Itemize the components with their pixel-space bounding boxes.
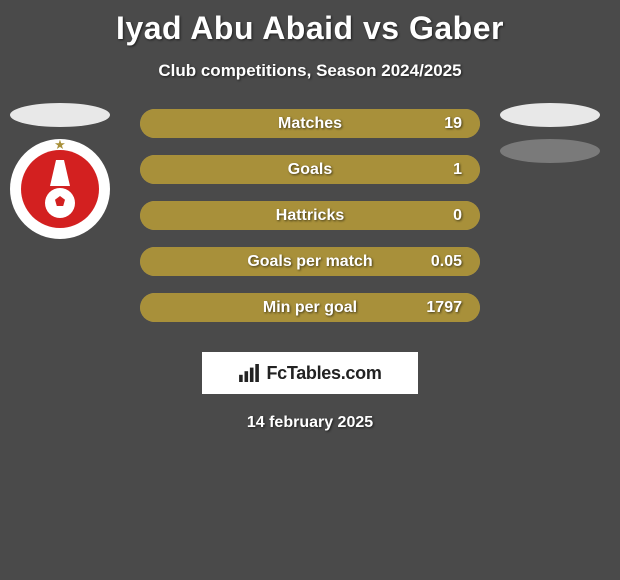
date-text: 14 february 2025 <box>247 414 373 432</box>
left-player-col: ★ <box>10 103 110 239</box>
brand-box: FcTables.com <box>202 352 418 394</box>
stat-bars: Matches 19 Goals 1 Hattricks 0 Goals per… <box>140 109 480 322</box>
right-player-col <box>490 103 610 163</box>
bar-label: Goals <box>288 161 332 179</box>
stat-bar-min-per-goal: Min per goal 1797 <box>140 293 480 322</box>
stat-bar-goals: Goals 1 <box>140 155 480 184</box>
stat-bar-hattricks: Hattricks 0 <box>140 201 480 230</box>
player-b-placeholder-icon <box>500 103 600 127</box>
bar-label: Goals per match <box>247 253 372 271</box>
comparison-content: ★ Matches 19 Goals 1 Hattricks 0 G <box>0 109 620 349</box>
bar-value: 1 <box>453 161 462 179</box>
subtitle: Club competitions, Season 2024/2025 <box>0 61 620 81</box>
bar-label: Hattricks <box>276 207 344 225</box>
stat-bar-goals-per-match: Goals per match 0.05 <box>140 247 480 276</box>
club-b-placeholder-icon <box>500 139 600 163</box>
club-badge: ★ <box>10 139 110 239</box>
bar-label: Matches <box>278 115 342 133</box>
soccer-ball-icon <box>45 188 75 218</box>
club-badge-inner <box>21 150 99 228</box>
stat-bar-matches: Matches 19 <box>140 109 480 138</box>
bar-value: 0.05 <box>431 253 462 271</box>
bar-value: 19 <box>444 115 462 133</box>
bar-value: 1797 <box>426 299 462 317</box>
footer: FcTables.com 14 february 2025 <box>0 352 620 432</box>
tower-icon <box>50 160 70 186</box>
bar-value: 0 <box>453 207 462 225</box>
page-title: Iyad Abu Abaid vs Gaber <box>0 0 620 47</box>
player-a-placeholder-icon <box>10 103 110 127</box>
bar-label: Min per goal <box>263 299 357 317</box>
brand-text: FcTables.com <box>266 363 381 384</box>
bars-logo-icon <box>238 364 260 382</box>
